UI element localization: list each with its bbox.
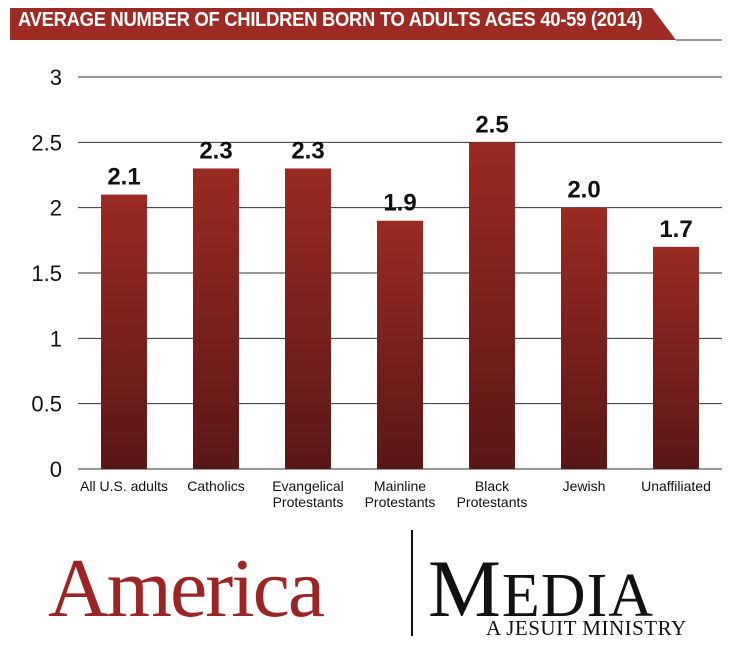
data-label: 2.1 xyxy=(107,164,140,191)
x-tick-label-line: Black xyxy=(475,478,510,494)
y-tick-label: 0.5 xyxy=(31,392,62,417)
data-label: 1.7 xyxy=(659,216,692,243)
x-tick-label-line: Jewish xyxy=(563,478,606,494)
x-tick-label: All U.S. adults xyxy=(80,478,168,494)
x-tick-label: Black Protestants xyxy=(457,478,528,510)
y-tick-label: 2 xyxy=(50,196,62,221)
brand-media-logo: MEDIA xyxy=(428,542,654,636)
x-tick-label: Jewish xyxy=(563,478,606,494)
x-tick-label: Unaffiliated xyxy=(641,478,711,494)
y-tick-label: 3 xyxy=(50,65,62,90)
y-tick-label: 1.5 xyxy=(31,261,62,286)
x-tick-label-line: Protestants xyxy=(365,494,436,510)
brand-tagline: A JESUIT MINISTRY xyxy=(486,616,687,640)
x-tick-label-line: All U.S. adults xyxy=(80,478,168,494)
bar xyxy=(377,220,423,469)
x-tick-label-line: Evangelical xyxy=(272,478,344,494)
chart-title: AVERAGE NUMBER OF CHILDREN BORN TO ADULT… xyxy=(18,9,643,31)
bar xyxy=(285,168,331,469)
title-banner-shape xyxy=(10,8,676,40)
data-label: 2.0 xyxy=(567,177,600,204)
x-tick-label: Catholics xyxy=(187,478,245,494)
data-label: 2.5 xyxy=(475,111,508,138)
footer-branding: America MEDIA A JESUIT MINISTRY xyxy=(0,530,750,646)
bar-chart: 0 0.5 1 1.5 2 2.5 3 2.1 All U.S. adults 2.3 Cathol… xyxy=(31,65,722,510)
x-tick-label-line: Unaffiliated xyxy=(641,478,711,494)
data-label: 2.3 xyxy=(291,137,324,164)
data-label: 2.3 xyxy=(199,137,232,164)
x-tick-label: Mainline Protestants xyxy=(365,478,436,510)
bar xyxy=(653,246,699,469)
bar xyxy=(469,142,515,469)
x-tick-label-line: Protestants xyxy=(273,494,344,510)
brand-media-cap: M xyxy=(428,543,502,634)
brand-divider xyxy=(411,530,413,636)
brand-media-rest: EDIA xyxy=(501,562,654,630)
bar xyxy=(561,207,607,469)
bar xyxy=(193,168,239,469)
y-tick-label: 1 xyxy=(50,326,62,351)
brand-america-logo: America xyxy=(48,542,325,635)
x-tick-label: Evangelical Protestants xyxy=(272,478,344,510)
title-banner xyxy=(10,8,722,41)
data-label: 1.9 xyxy=(383,190,416,217)
x-tick-label-line: Protestants xyxy=(457,494,528,510)
y-tick-label: 2.5 xyxy=(31,130,62,155)
x-tick-label-line: Mainline xyxy=(374,478,426,494)
y-tick-label: 0 xyxy=(50,457,62,482)
bar xyxy=(101,194,147,469)
x-tick-label-line: Catholics xyxy=(187,478,245,494)
